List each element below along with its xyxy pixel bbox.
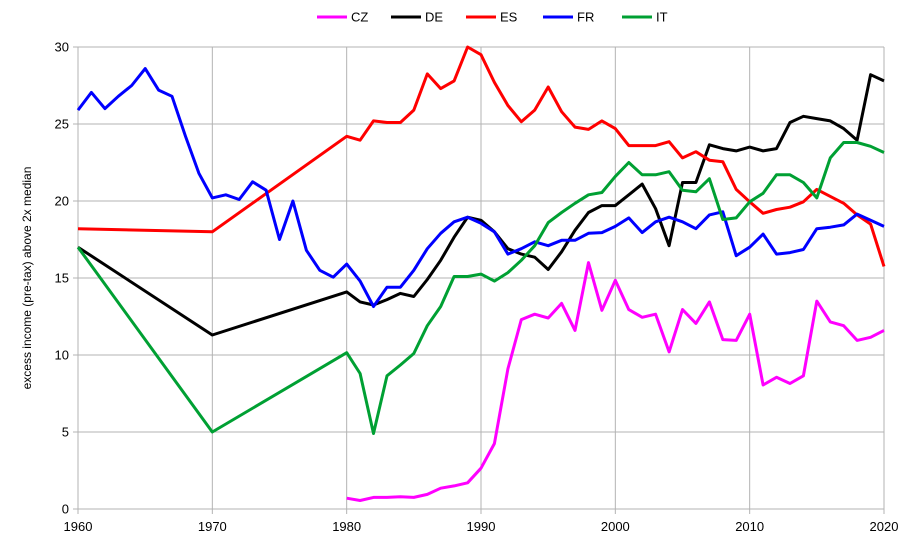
y-tick-label: 5 — [62, 425, 69, 440]
x-tick-label: 1990 — [467, 519, 496, 534]
legend-item-es: ES — [466, 10, 518, 25]
x-tick-label: 1970 — [198, 519, 227, 534]
legend-item-de: DE — [391, 10, 443, 25]
y-tick-label: 30 — [55, 40, 69, 55]
legend: CZ DE ES FR IT — [317, 10, 668, 25]
axes: 0 5 10 15 20 25 30 1960 1970 1980 1990 2000 2010 2020 — [55, 40, 899, 535]
x-tick-label: 1960 — [64, 519, 93, 534]
y-tick-label: 15 — [55, 271, 69, 286]
legend-label: FR — [577, 10, 594, 25]
series-line-cz — [346, 261, 885, 502]
legend-label: IT — [656, 10, 668, 25]
x-tick-label: 2010 — [735, 519, 764, 534]
legend-item-fr: FR — [543, 10, 594, 25]
legend-label: DE — [425, 10, 443, 25]
legend-label: CZ — [351, 10, 368, 25]
y-tick-label: 10 — [55, 348, 69, 363]
series-line-es — [77, 45, 886, 267]
x-tick-label: 1980 — [332, 519, 361, 534]
series-line-de — [77, 73, 885, 337]
legend-item-cz: CZ — [317, 10, 368, 25]
series-line-it — [76, 141, 885, 435]
y-axis-title: excess income (pre-tax) above 2x median — [20, 167, 34, 390]
y-tick-label: 20 — [55, 194, 69, 209]
y-tick-label: 25 — [55, 117, 69, 132]
x-tick-label: 2020 — [870, 519, 899, 534]
y-tick-label: 0 — [62, 502, 69, 517]
series-lines — [76, 45, 886, 502]
gridlines — [73, 46, 885, 514]
x-tick-label: 2000 — [601, 519, 630, 534]
series-line-fr — [76, 67, 885, 308]
legend-item-it: IT — [622, 10, 668, 25]
legend-label: ES — [500, 10, 518, 25]
